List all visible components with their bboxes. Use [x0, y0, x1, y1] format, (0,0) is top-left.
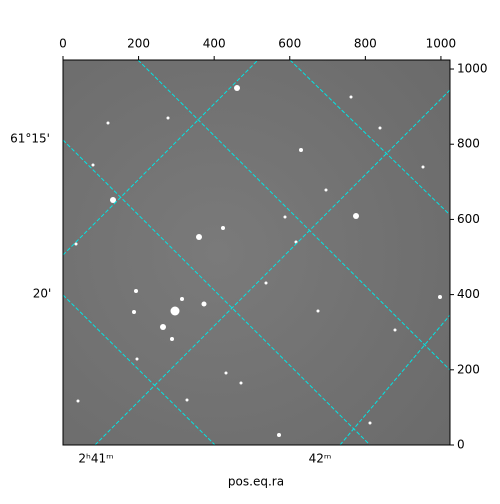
- ra-label: 42ᵐ: [309, 452, 332, 466]
- sky-image: [63, 60, 450, 445]
- x-axis-label: pos.eq.ra: [228, 475, 284, 489]
- frame: [62, 59, 451, 446]
- x-tick-label: 0: [59, 37, 67, 51]
- y-tick-label: 1000: [457, 62, 488, 76]
- dec-label: 61°15': [10, 132, 50, 146]
- y-tick-label: 200: [457, 362, 480, 376]
- x-tick-label: 200: [127, 37, 150, 51]
- y-tick-label: 0: [457, 438, 465, 452]
- y-tick-label: 600: [457, 212, 480, 226]
- dec-label: 20': [33, 287, 52, 301]
- x-tick-label: 1000: [426, 37, 457, 51]
- y-tick-label: 400: [457, 287, 480, 301]
- stars: [74, 85, 442, 437]
- y-tick-label: 800: [457, 137, 480, 151]
- ra-label: 2ʰ41ᵐ: [78, 452, 113, 466]
- coordinate-grid: [63, 60, 450, 445]
- x-tick-label: 400: [203, 37, 226, 51]
- x-tick-label: 600: [278, 37, 301, 51]
- x-tick-label: 800: [354, 37, 377, 51]
